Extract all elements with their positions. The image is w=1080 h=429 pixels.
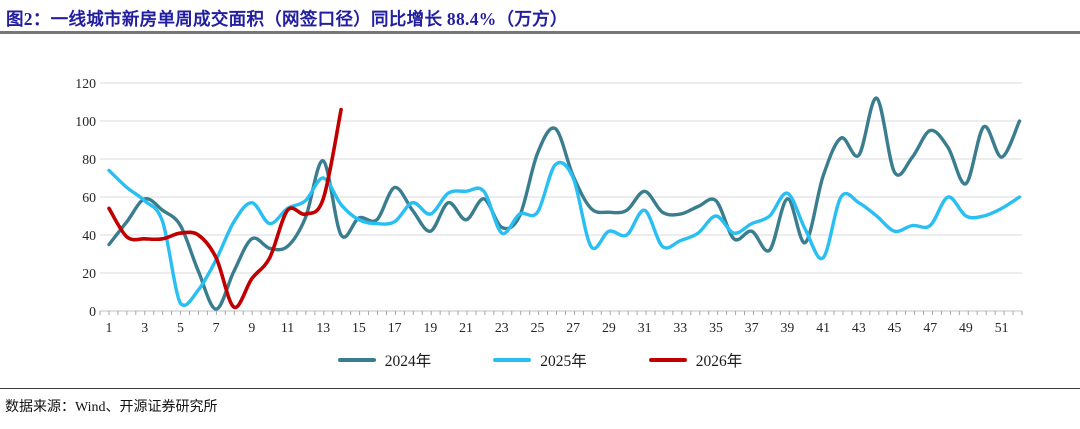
svg-text:21: 21 bbox=[459, 320, 473, 335]
svg-text:25: 25 bbox=[531, 320, 545, 335]
svg-text:11: 11 bbox=[281, 320, 294, 335]
figure-title: 图2：一线城市新房单周成交面积（网签口径）同比增长 88.4%（万方） bbox=[6, 9, 568, 29]
legend-item-2025: 2025年 bbox=[493, 349, 587, 371]
legend: 2024年 2025年 2026年 bbox=[0, 349, 1080, 371]
legend-line-swatch bbox=[648, 358, 687, 362]
svg-text:5: 5 bbox=[177, 320, 184, 335]
svg-text:1: 1 bbox=[106, 320, 113, 335]
svg-text:60: 60 bbox=[82, 190, 96, 205]
svg-text:31: 31 bbox=[638, 320, 652, 335]
svg-text:27: 27 bbox=[566, 320, 580, 335]
svg-text:7: 7 bbox=[213, 320, 220, 335]
svg-text:37: 37 bbox=[745, 320, 759, 335]
legend-line-swatch bbox=[493, 358, 532, 362]
svg-text:19: 19 bbox=[423, 320, 437, 335]
svg-text:13: 13 bbox=[316, 320, 330, 335]
legend-label: 2025年 bbox=[540, 353, 587, 370]
svg-text:23: 23 bbox=[495, 320, 509, 335]
svg-text:41: 41 bbox=[816, 320, 830, 335]
svg-text:33: 33 bbox=[673, 320, 687, 335]
svg-text:43: 43 bbox=[852, 320, 866, 335]
svg-text:45: 45 bbox=[888, 320, 902, 335]
svg-text:20: 20 bbox=[82, 266, 96, 281]
legend-label: 2026年 bbox=[695, 353, 743, 370]
svg-text:15: 15 bbox=[352, 320, 366, 335]
legend-item-2024: 2024年 bbox=[337, 349, 432, 371]
svg-text:40: 40 bbox=[82, 228, 96, 243]
svg-text:47: 47 bbox=[923, 320, 937, 335]
svg-text:35: 35 bbox=[709, 320, 723, 335]
title-divider bbox=[0, 31, 1080, 34]
svg-text:9: 9 bbox=[248, 320, 255, 335]
legend-line-swatch bbox=[337, 358, 376, 362]
legend-item-2026: 2026年 bbox=[648, 349, 743, 371]
svg-text:80: 80 bbox=[82, 152, 96, 167]
bottom-divider bbox=[0, 388, 1080, 389]
svg-text:17: 17 bbox=[388, 320, 402, 335]
svg-text:0: 0 bbox=[89, 304, 96, 319]
svg-text:39: 39 bbox=[781, 320, 795, 335]
svg-text:120: 120 bbox=[75, 76, 96, 91]
svg-text:51: 51 bbox=[995, 320, 1009, 335]
svg-text:100: 100 bbox=[75, 114, 96, 129]
svg-text:3: 3 bbox=[141, 320, 148, 335]
data-source: 数据来源：Wind、开源证券研究所 bbox=[5, 400, 218, 415]
legend-label: 2024年 bbox=[384, 353, 432, 370]
svg-text:49: 49 bbox=[959, 320, 973, 335]
svg-text:29: 29 bbox=[602, 320, 616, 335]
